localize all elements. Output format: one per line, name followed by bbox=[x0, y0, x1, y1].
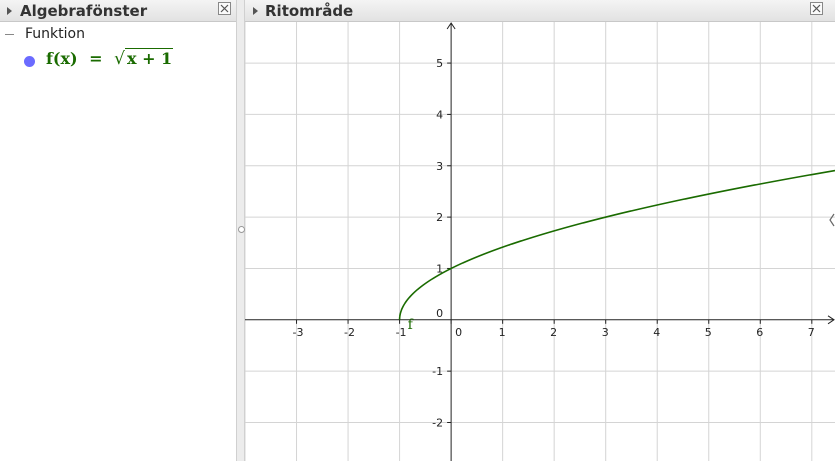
function-definition[interactable]: f(x) = √ x + 1 bbox=[46, 48, 174, 69]
y-tick-label: -2 bbox=[432, 416, 443, 429]
collapse-triangle-icon[interactable] bbox=[253, 7, 258, 15]
collapse-minus-icon[interactable] bbox=[5, 34, 14, 35]
y-tick-label: 3 bbox=[436, 160, 443, 173]
x-tick-label: 3 bbox=[602, 326, 609, 339]
y-tick-label: 5 bbox=[436, 57, 443, 70]
category-label: Funktion bbox=[25, 26, 85, 42]
function-lhs: f(x) bbox=[46, 49, 78, 68]
y-tick-label: 2 bbox=[436, 211, 443, 224]
y-tick-label: 4 bbox=[436, 108, 443, 121]
panel-splitter[interactable] bbox=[236, 0, 245, 461]
x-tick-label: 1 bbox=[499, 326, 506, 339]
y-tick-label: 1 bbox=[436, 262, 443, 275]
x-tick-label: 7 bbox=[808, 326, 815, 339]
x-axis-arrow-icon bbox=[827, 315, 835, 325]
sqrt-expression: √ x + 1 bbox=[114, 48, 174, 69]
x-tick-label: 0 bbox=[455, 326, 462, 339]
graphics-panel-title: Ritområde bbox=[265, 2, 354, 20]
y-tick-label: -1 bbox=[432, 365, 443, 378]
function-curve[interactable] bbox=[398, 169, 835, 320]
algebra-close-icon[interactable] bbox=[218, 2, 231, 15]
x-tick-label: -1 bbox=[396, 326, 407, 339]
equals-sign: = bbox=[89, 49, 103, 68]
x-tick-label: 4 bbox=[653, 326, 660, 339]
algebra-panel-title: Algebrafönster bbox=[20, 2, 148, 20]
y-tick-label: 0 bbox=[436, 307, 443, 320]
graphics-panel-header: Ritområde bbox=[245, 0, 835, 22]
x-tick-label: 2 bbox=[550, 326, 557, 339]
x-tick-label: 5 bbox=[705, 326, 712, 339]
graphics-close-icon[interactable] bbox=[810, 2, 823, 15]
x-tick-label: -2 bbox=[344, 326, 355, 339]
sqrt-icon: √ bbox=[114, 49, 125, 69]
collapse-triangle-icon[interactable] bbox=[7, 7, 12, 15]
algebra-panel-header: Algebrafönster bbox=[0, 0, 236, 22]
axes bbox=[245, 22, 835, 461]
algebra-view: Funktion f(x) = √ x + 1 bbox=[0, 22, 236, 461]
x-tick-label: -3 bbox=[293, 326, 304, 339]
x-tick-label: 6 bbox=[756, 326, 763, 339]
radicand: x + 1 bbox=[124, 48, 174, 68]
side-arrow-icon[interactable] bbox=[829, 213, 835, 227]
function-label: f bbox=[408, 317, 415, 333]
graphics-view[interactable]: -3 -2 -1 0 1 2 3 4 5 6 7 -2 -1 0 1 2 3 4 5 f bbox=[245, 22, 835, 461]
y-axis-arrow-icon bbox=[446, 22, 456, 30]
visibility-dot-icon[interactable] bbox=[24, 56, 35, 67]
tick-labels: -3 -2 -1 0 1 2 3 4 5 6 7 -2 -1 0 1 2 3 4 5 bbox=[293, 57, 815, 429]
splitter-handle-icon[interactable] bbox=[238, 226, 245, 233]
grid bbox=[245, 22, 835, 461]
